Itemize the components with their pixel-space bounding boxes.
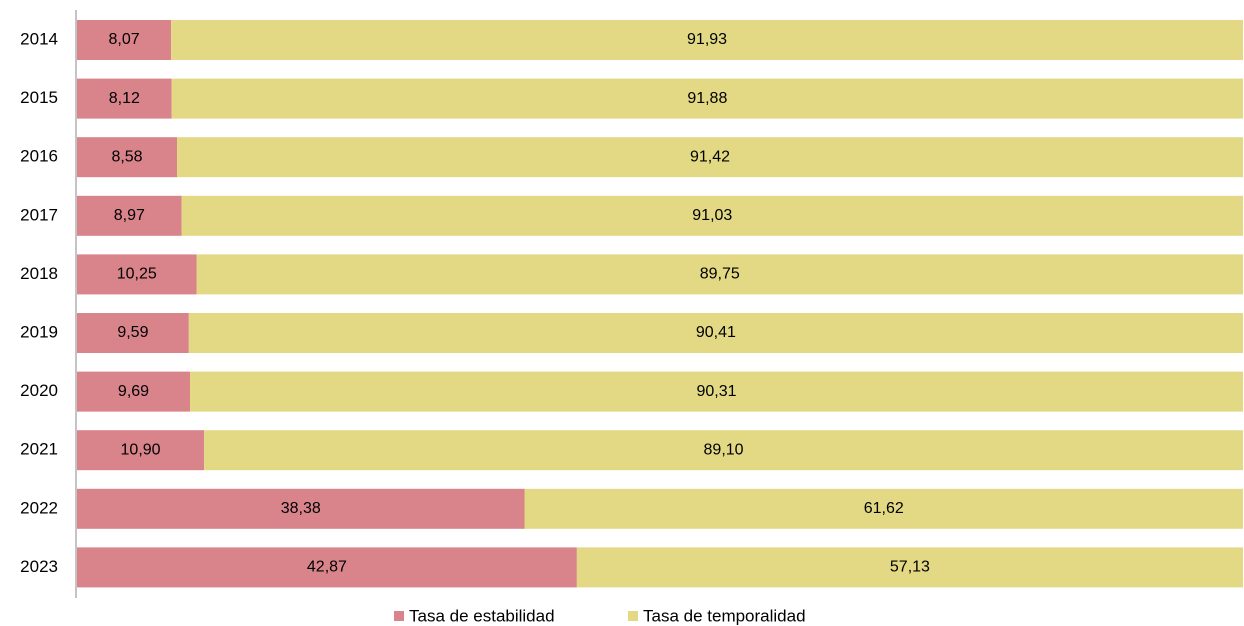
bar-segment (77, 313, 189, 353)
data-label: 91,03 (692, 207, 732, 224)
bar-segment (77, 488, 525, 529)
data-label: 90,41 (696, 324, 736, 341)
data-label: 8,12 (109, 90, 140, 107)
bar-segment (181, 195, 1243, 236)
data-label: 90,31 (696, 383, 736, 400)
bar-segment (77, 547, 577, 588)
legend-label: Tasa de temporalidad (643, 606, 806, 625)
y-tick-label: 2019 (20, 322, 58, 341)
data-label: 9,59 (117, 324, 148, 341)
y-tick-label: 2014 (20, 29, 58, 48)
bar-segment (204, 430, 1243, 471)
bar-segment (171, 78, 1243, 119)
bar-segment (77, 20, 172, 60)
bar-segment (576, 547, 1243, 588)
y-tick-label: 2015 (20, 88, 58, 107)
data-label: 38,38 (281, 500, 321, 517)
data-label: 91,88 (687, 90, 727, 107)
y-tick-label: 2021 (20, 440, 58, 459)
bar-segment (189, 371, 1244, 412)
data-label: 8,07 (108, 31, 139, 48)
bar-segment (77, 254, 197, 295)
data-label: 91,42 (690, 148, 730, 165)
y-tick-label: 2016 (20, 147, 58, 166)
y-tick-label: 2017 (20, 205, 58, 224)
data-label: 57,13 (890, 559, 930, 576)
data-label: 89,10 (704, 441, 744, 458)
bar-segment (77, 78, 172, 119)
bar-segment (77, 371, 190, 412)
data-label: 8,58 (111, 148, 142, 165)
legend-label: Tasa de estabilidad (409, 606, 555, 625)
bar-segment (196, 254, 1243, 295)
y-tick-label: 2022 (20, 498, 58, 517)
data-label: 42,87 (307, 559, 347, 576)
data-label: 10,90 (121, 441, 161, 458)
bar-segment (77, 137, 178, 178)
bar-segment (77, 195, 182, 236)
bar-segment (171, 20, 1244, 60)
data-label: 8,97 (114, 207, 145, 224)
data-label: 61,62 (864, 500, 904, 517)
y-tick-label: 2020 (20, 381, 58, 400)
bar-segment (188, 313, 1244, 353)
data-label: 89,75 (700, 266, 740, 283)
bar-segment (177, 137, 1243, 178)
y-tick-label: 2023 (20, 557, 58, 576)
bar-segment (524, 488, 1243, 529)
y-tick-label: 2018 (20, 264, 58, 283)
legend-swatch (628, 611, 638, 621)
data-label: 91,93 (687, 31, 727, 48)
data-label: 9,69 (118, 383, 149, 400)
legend-swatch (394, 611, 404, 621)
bar-segment (77, 430, 205, 471)
data-label: 10,25 (117, 266, 157, 283)
